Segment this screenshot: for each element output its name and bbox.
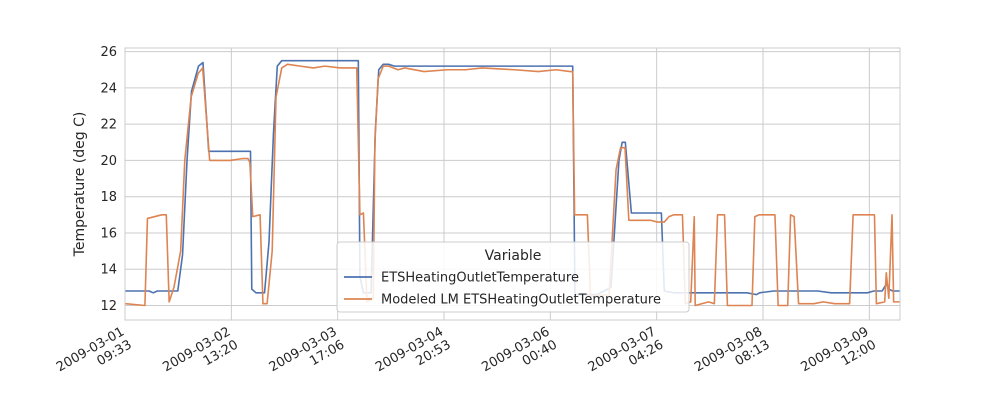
x-tick-label: 2009-03-0109:33 [54, 324, 134, 388]
x-tick-text: 2009-03-0912:00 [798, 324, 878, 388]
legend-label-2: Modeled LM ETSHeatingOutletTemperature [381, 293, 661, 308]
x-tick-text: 2009-03-0213:20 [160, 324, 240, 388]
x-tick-text: 2009-03-0109:33 [54, 324, 134, 388]
plot-frame [124, 47, 901, 321]
y-tick-label: 26 [100, 45, 117, 60]
x-tick-text: 2009-03-0600:40 [479, 324, 559, 388]
series-line-2 [124, 63, 900, 307]
x-tick-label: 2009-03-0420:53 [373, 324, 453, 388]
series-lines [124, 59, 900, 307]
x-tick-label: 2009-03-0704:26 [586, 324, 666, 388]
x-tick-label: 2009-03-0808:13 [692, 324, 772, 388]
y-tick-label: 18 [100, 190, 117, 205]
y-tick-label: 12 [100, 299, 117, 314]
legend-entries: ETSHeatingOutletTemperature Modeled LM ET… [344, 271, 661, 308]
plot-border [124, 47, 901, 321]
y-tick-label: 20 [100, 154, 117, 169]
x-tick-text: 2009-03-0420:53 [373, 324, 453, 388]
x-tick-text: 2009-03-0808:13 [692, 324, 772, 388]
x-axis-ticks: 2009-03-0109:33 2009-03-0213:20 2009-03-03… [54, 324, 879, 388]
y-axis-ticks: 12 14 16 18 20 22 24 26 [100, 45, 117, 314]
y-tick-label: 16 [100, 226, 117, 241]
legend-box [336, 241, 690, 313]
x-tick-label: 2009-03-0213:20 [160, 324, 240, 388]
y-tick-label: 22 [100, 118, 117, 133]
x-tick-text: 2009-03-0704:26 [586, 324, 666, 388]
y-tick-label: 14 [100, 263, 117, 278]
y-tick-label: 24 [100, 81, 117, 96]
legend-label-1: ETSHeatingOutletTemperature [381, 271, 579, 286]
x-tick-label: 2009-03-0317:06 [267, 324, 347, 388]
x-tick-label: 2009-03-0912:00 [798, 324, 878, 388]
x-tick-text: 2009-03-0317:06 [267, 324, 347, 388]
legend-title: Variable [485, 248, 542, 264]
x-tick-label: 2009-03-0600:40 [479, 324, 559, 388]
legend: Variable ETSHeatingOutletTemperature Mode… [336, 241, 690, 313]
y-axis-label: Temperature (deg C) [72, 112, 88, 258]
